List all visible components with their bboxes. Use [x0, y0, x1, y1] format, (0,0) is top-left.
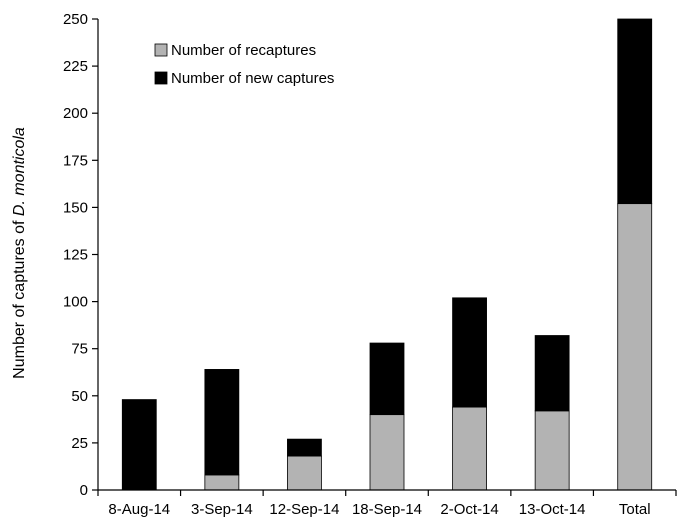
x-ticks: 8-Aug-14 3-Sep-14 12-Sep-14 18-Sep-14 2-Oct-…: [97, 490, 677, 518]
y-tick-label: 0: [80, 482, 88, 499]
x-tick-label: 13-Oct-14: [519, 501, 586, 518]
x-tick-label: 2-Oct-14: [440, 501, 498, 518]
y-axis-label-species: D. monticola: [11, 127, 28, 216]
x-tick-label: Total: [619, 501, 651, 518]
bar-segment-recaptures: [617, 203, 653, 491]
x-tick-label: 18-Sep-14: [352, 501, 422, 518]
bar-segment-recaptures: [452, 406, 487, 491]
bar-segment-new-captures: [369, 342, 405, 416]
y-tick-label: 25: [71, 435, 88, 452]
x-tick-label: 12-Sep-14: [269, 501, 339, 518]
y-tick-label: 150: [63, 199, 88, 216]
y-axis-label-prefix: Number of captures of: [11, 216, 28, 379]
legend: Number of recaptures Number of new captur…: [154, 42, 334, 87]
bar-segment-new-captures: [452, 297, 487, 408]
bar-segment-new-captures: [204, 369, 240, 476]
x-tick-label: 8-Aug-14: [108, 501, 170, 518]
y-tick-label: 75: [71, 341, 88, 358]
bar-segment-new-captures: [617, 18, 653, 205]
legend-label: Number of new captures: [171, 70, 334, 87]
bar-segment-recaptures: [369, 414, 405, 491]
y-tick-label: 100: [63, 294, 88, 311]
bars-layer: [121, 18, 653, 491]
legend-swatch: [154, 43, 168, 57]
legend-swatch: [154, 71, 168, 85]
y-axis-label: Number of captures of D. monticola: [11, 127, 28, 379]
bar-segment-recaptures: [534, 410, 570, 491]
y-ticks: 0 25 50 75 100 125 150 175 200 225 250: [63, 11, 98, 499]
legend-label: Number of recaptures: [171, 42, 316, 59]
y-tick-label: 50: [71, 388, 88, 405]
bar-segment-new-captures: [287, 438, 322, 457]
x-tick-label: 3-Sep-14: [191, 501, 253, 518]
y-tick-label: 225: [63, 58, 88, 75]
bar-segment-recaptures: [287, 455, 322, 491]
y-tick-label: 175: [63, 152, 88, 169]
y-tick-label: 125: [63, 247, 88, 264]
y-tick-label: 250: [63, 11, 88, 28]
bar-segment-new-captures: [534, 335, 570, 412]
bar-segment-recaptures: [204, 474, 240, 491]
bar-segment-new-captures: [121, 399, 157, 491]
y-tick-label: 200: [63, 105, 88, 122]
